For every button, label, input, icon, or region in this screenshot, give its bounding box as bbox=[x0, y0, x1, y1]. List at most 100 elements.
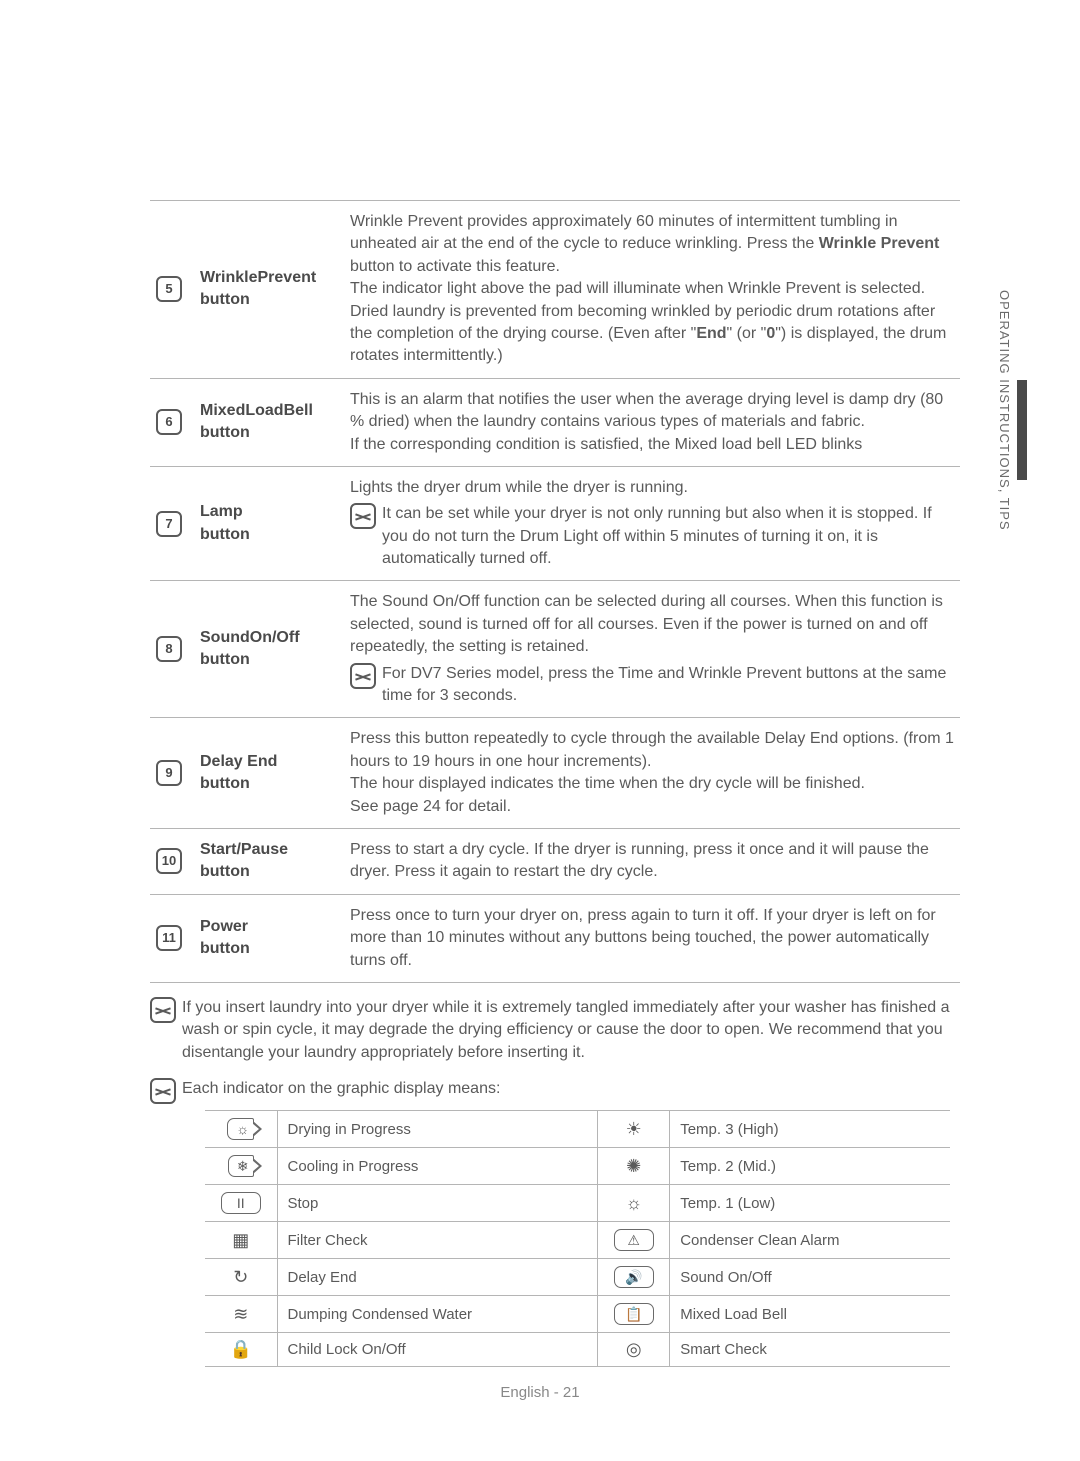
indicator-icon: ☼ bbox=[227, 1118, 254, 1140]
indicator-label: Delay End bbox=[277, 1259, 598, 1296]
button-number-badge: 11 bbox=[156, 925, 182, 951]
indicator-icon: ◎ bbox=[626, 1340, 642, 1358]
button-number-badge: 10 bbox=[156, 848, 182, 874]
indicator-icon: ≋ bbox=[233, 1305, 248, 1323]
indicator-icon-cell: 📋 bbox=[598, 1296, 670, 1333]
indicator-label: Temp. 3 (High) bbox=[670, 1111, 950, 1148]
buttons-table: 5 WrinklePreventbuttonWrinkle Prevent pro… bbox=[150, 200, 960, 983]
indicator-label: Stop bbox=[277, 1185, 598, 1222]
button-description: This is an alarm that notifies the user … bbox=[344, 378, 960, 466]
button-number-badge: 9 bbox=[156, 760, 182, 786]
indicator-label: Sound On/Off bbox=[670, 1259, 950, 1296]
inline-note-text: For DV7 Series model, press the Time and… bbox=[382, 663, 954, 708]
indicator-icon-cell: ☼ bbox=[205, 1111, 277, 1148]
button-description: Press once to turn your dryer on, press … bbox=[344, 894, 960, 982]
indicator-label: Condenser Clean Alarm bbox=[670, 1222, 950, 1259]
indicator-label: Filter Check bbox=[277, 1222, 598, 1259]
button-row: 11 PowerbuttonPress once to turn your dry… bbox=[150, 894, 960, 982]
indicator-icon-cell: ↻ bbox=[205, 1259, 277, 1296]
indicator-table: ☼ Drying in Progress ☀ Temp. 3 (High) ❄ Cooli… bbox=[205, 1110, 950, 1367]
tangle-note: If you insert laundry into your dryer wh… bbox=[150, 997, 960, 1064]
button-row: 9 Delay EndbuttonPress this button repeat… bbox=[150, 718, 960, 829]
indicator-icon: ☼ bbox=[625, 1194, 642, 1212]
note-icon bbox=[150, 1078, 176, 1104]
section-side-marker bbox=[1017, 380, 1027, 480]
indicator-icon-cell: ▦ bbox=[205, 1222, 277, 1259]
indicator-label: Child Lock On/Off bbox=[277, 1333, 598, 1367]
indicator-icon-cell: ≋ bbox=[205, 1296, 277, 1333]
indicator-icon: ⚠ bbox=[614, 1229, 654, 1251]
indicator-intro-row: Each indicator on the graphic display me… bbox=[150, 1078, 960, 1104]
button-label: Powerbutton bbox=[194, 894, 344, 982]
button-description: The Sound On/Off function can be selecte… bbox=[344, 581, 960, 718]
indicator-label: Drying in Progress bbox=[277, 1111, 598, 1148]
button-number-cell: 6 bbox=[150, 378, 194, 466]
indicator-icon-cell: ☼ bbox=[598, 1185, 670, 1222]
indicator-label: Smart Check bbox=[670, 1333, 950, 1367]
inline-note-text: It can be set while your dryer is not on… bbox=[382, 503, 954, 570]
button-number-badge: 8 bbox=[156, 636, 182, 662]
indicator-icon-cell: ✺ bbox=[598, 1148, 670, 1185]
button-description: Wrinkle Prevent provides approximately 6… bbox=[344, 201, 960, 379]
button-number-badge: 6 bbox=[156, 409, 182, 435]
button-number-badge: 7 bbox=[156, 511, 182, 537]
indicator-intro-text: Each indicator on the graphic display me… bbox=[182, 1078, 500, 1100]
indicator-row: ▦ Filter Check ⚠ Condenser Clean Alarm bbox=[205, 1222, 950, 1259]
button-number-cell: 9 bbox=[150, 718, 194, 829]
indicator-icon-cell: ❄ bbox=[205, 1148, 277, 1185]
indicator-icon-cell: 🔊 bbox=[598, 1259, 670, 1296]
page-footer: English - 21 bbox=[0, 1384, 1080, 1401]
indicator-icon: 🔒 bbox=[230, 1340, 252, 1358]
note-icon bbox=[150, 997, 176, 1023]
indicator-label: Dumping Condensed Water bbox=[277, 1296, 598, 1333]
button-number-badge: 5 bbox=[156, 276, 182, 302]
button-description: Press this button repeatedly to cycle th… bbox=[344, 718, 960, 829]
indicator-row: ≋ Dumping Condensed Water 📋 Mixed Load Bell bbox=[205, 1296, 950, 1333]
indicator-row: ↻ Delay End 🔊 Sound On/Off bbox=[205, 1259, 950, 1296]
button-number-cell: 5 bbox=[150, 201, 194, 379]
indicator-label: Cooling in Progress bbox=[277, 1148, 598, 1185]
button-number-cell: 7 bbox=[150, 466, 194, 581]
button-label: SoundOn/Offbutton bbox=[194, 581, 344, 718]
indicator-row: ❄ Cooling in Progress ✺ Temp. 2 (Mid.) bbox=[205, 1148, 950, 1185]
indicator-row: ☼ Drying in Progress ☀ Temp. 3 (High) bbox=[205, 1111, 950, 1148]
section-side-label: OPERATING INSTRUCTIONS, TIPS bbox=[997, 290, 1012, 531]
indicator-icon: ✺ bbox=[626, 1157, 641, 1175]
button-label: Start/Pausebutton bbox=[194, 828, 344, 894]
indicator-icon-cell: 🔒 bbox=[205, 1333, 277, 1367]
indicator-icon-cell: II bbox=[205, 1185, 277, 1222]
button-label: WrinklePreventbutton bbox=[194, 201, 344, 379]
inline-note: For DV7 Series model, press the Time and… bbox=[350, 663, 954, 708]
indicator-icon: ❄ bbox=[228, 1155, 254, 1177]
indicator-icon: 🔊 bbox=[614, 1266, 654, 1288]
note-icon bbox=[350, 663, 376, 689]
note-icon bbox=[350, 503, 376, 529]
indicator-label: Temp. 1 (Low) bbox=[670, 1185, 950, 1222]
indicator-label: Mixed Load Bell bbox=[670, 1296, 950, 1333]
button-row: 6 MixedLoadBellbuttonThis is an alarm tha… bbox=[150, 378, 960, 466]
button-number-cell: 10 bbox=[150, 828, 194, 894]
indicator-icon-cell: ◎ bbox=[598, 1333, 670, 1367]
button-row: 7LampbuttonLights the dryer drum while t… bbox=[150, 466, 960, 581]
indicator-row: II Stop ☼ Temp. 1 (Low) bbox=[205, 1185, 950, 1222]
indicator-icon: ☀ bbox=[626, 1120, 642, 1138]
indicator-icon-cell: ⚠ bbox=[598, 1222, 670, 1259]
button-number-cell: 11 bbox=[150, 894, 194, 982]
button-row: 10 Start/PausebuttonPress to start a dry … bbox=[150, 828, 960, 894]
indicator-icon: ▦ bbox=[232, 1231, 249, 1249]
indicator-icon: 📋 bbox=[614, 1303, 654, 1325]
inline-note: It can be set while your dryer is not on… bbox=[350, 503, 954, 570]
indicator-icon: ↻ bbox=[233, 1268, 248, 1286]
button-label: Delay Endbutton bbox=[194, 718, 344, 829]
button-label: MixedLoadBellbutton bbox=[194, 378, 344, 466]
indicator-icon-cell: ☀ bbox=[598, 1111, 670, 1148]
indicator-label: Temp. 2 (Mid.) bbox=[670, 1148, 950, 1185]
tangle-note-text: If you insert laundry into your dryer wh… bbox=[182, 997, 960, 1064]
button-description: Lights the dryer drum while the dryer is… bbox=[344, 466, 960, 581]
indicator-row: 🔒 Child Lock On/Off ◎ Smart Check bbox=[205, 1333, 950, 1367]
indicator-icon: II bbox=[221, 1192, 261, 1214]
button-row: 5 WrinklePreventbuttonWrinkle Prevent pro… bbox=[150, 201, 960, 379]
button-description: Press to start a dry cycle. If the dryer… bbox=[344, 828, 960, 894]
page-container: OPERATING INSTRUCTIONS, TIPS 5 WrinklePre… bbox=[0, 0, 1080, 1427]
button-row: 8 SoundOn/OffbuttonThe Sound On/Off funct… bbox=[150, 581, 960, 718]
